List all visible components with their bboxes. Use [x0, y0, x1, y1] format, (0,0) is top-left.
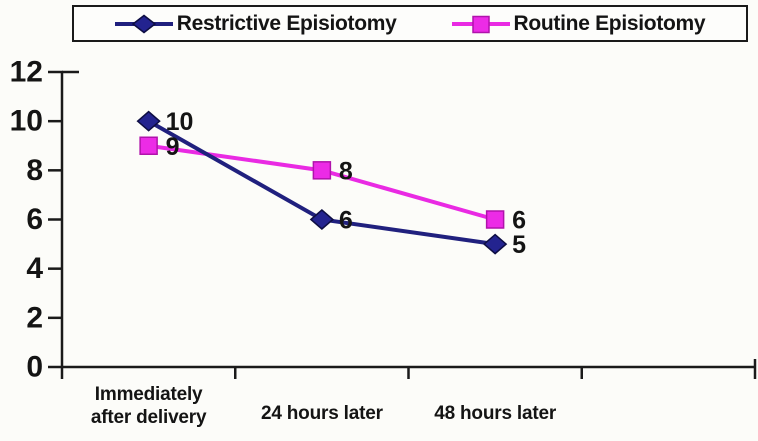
- y-axis-tick-label: 10: [10, 105, 43, 138]
- data-point-marker-diamond: [482, 233, 508, 255]
- x-axis-category-label: after delivery: [91, 407, 207, 428]
- series-line-routine: [148, 143, 496, 222]
- y-axis-tick-label: 6: [26, 203, 43, 236]
- data-point-label: 6: [512, 207, 526, 235]
- data-point-marker-square: [485, 210, 505, 229]
- legend-label-routine: Routine Episiotomy: [513, 11, 706, 35]
- square-marker-icon: [451, 15, 510, 33]
- data-point-marker-square: [312, 161, 332, 180]
- y-axis-tick-label: 4: [26, 252, 43, 285]
- data-point-label: 8: [339, 157, 353, 185]
- chart-legend: Restrictive Episiotomy Routine Episiotom…: [72, 5, 748, 42]
- data-point-marker-diamond: [136, 110, 161, 132]
- legend-diamond: [131, 14, 156, 33]
- x-axis-category-label: 48 hours later: [434, 403, 557, 424]
- y-axis-tick-label: 12: [10, 56, 43, 89]
- legend-square: [471, 15, 490, 33]
- legend-label-restrictive: Restrictive Episiotomy: [176, 11, 397, 35]
- data-point-marker-diamond: [309, 209, 335, 230]
- legend-item-routine-episiotomy: Routine Episiotomy: [451, 11, 706, 36]
- data-point-label: 9: [166, 133, 180, 161]
- x-axis-category-label: Immediately: [95, 384, 203, 405]
- diamond-marker-icon: [114, 14, 173, 33]
- y-axis-tick-label: 2: [26, 301, 43, 334]
- x-axis-category-label: 24 hours later: [261, 403, 384, 424]
- data-point-label: 10: [166, 108, 194, 136]
- y-axis-tick-label: 0: [26, 351, 43, 384]
- data-point-label: 6: [339, 207, 353, 235]
- legend-item-restrictive-episiotomy: Restrictive Episiotomy: [114, 11, 397, 36]
- data-point-marker-square: [139, 136, 158, 155]
- data-point-label: 5: [512, 231, 526, 259]
- y-axis-tick-label: 8: [26, 154, 43, 187]
